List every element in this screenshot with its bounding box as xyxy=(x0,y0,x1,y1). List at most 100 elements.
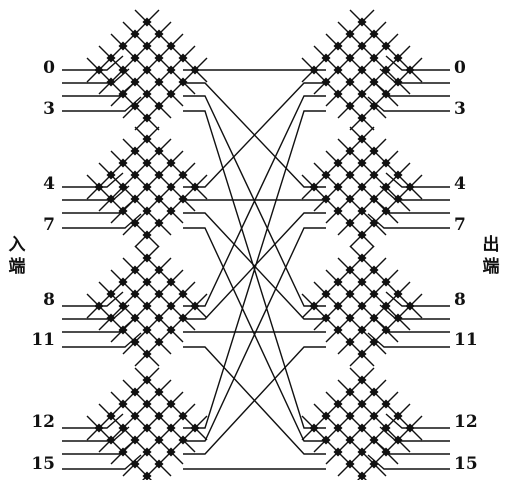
output-line xyxy=(367,454,450,470)
crosspoint-node xyxy=(381,89,391,99)
crosspoint-node xyxy=(142,277,152,287)
input-line xyxy=(62,291,124,307)
input-line xyxy=(62,426,130,442)
crosspoint-node xyxy=(154,194,164,204)
crosspoint-node xyxy=(178,194,188,204)
input-side-char-2: 端 xyxy=(9,256,26,277)
crosspoint-node xyxy=(94,182,104,192)
crosspoint-node xyxy=(142,301,152,311)
crosspoint-node xyxy=(130,337,140,347)
input-line xyxy=(62,185,130,201)
crosspoint-node xyxy=(190,301,200,311)
crosspoint-node xyxy=(106,194,116,204)
input-line xyxy=(62,454,142,470)
crosspoint-node xyxy=(369,101,379,111)
crosspoint-node xyxy=(166,89,176,99)
output-line xyxy=(385,291,450,307)
crosspoint-node xyxy=(309,65,319,75)
crosspoint-node xyxy=(393,77,403,87)
crosspoint-node xyxy=(357,253,367,263)
input-line xyxy=(62,304,130,320)
crosspoint-node xyxy=(154,146,164,156)
input-line xyxy=(62,68,130,84)
interstage-link xyxy=(183,110,326,429)
interstage-link xyxy=(183,95,326,307)
crosspoint-node xyxy=(130,194,140,204)
output-line xyxy=(379,68,450,84)
input-switch-1 xyxy=(86,126,208,248)
crosspoint-node xyxy=(142,89,152,99)
input-line xyxy=(62,172,124,188)
output-line xyxy=(385,413,450,429)
input-port-label: 12 xyxy=(31,412,55,432)
input-line xyxy=(62,55,124,71)
input-port-label: 15 xyxy=(31,454,55,474)
crosspoint-node xyxy=(142,471,152,480)
crosspoint-node xyxy=(154,218,164,228)
crosspoint-node xyxy=(142,158,152,168)
crosspoint-node xyxy=(130,77,140,87)
output-port-label: 3 xyxy=(454,99,466,119)
crosspoint-node xyxy=(405,65,415,75)
crosspoint-node xyxy=(142,349,152,359)
input-port-label: 8 xyxy=(43,290,55,310)
crosspoint-node xyxy=(154,313,164,323)
output-line xyxy=(385,55,450,71)
crosspoint-node xyxy=(154,459,164,469)
crosspoint-node xyxy=(130,170,140,180)
crosspoint-node xyxy=(142,447,152,457)
output-line xyxy=(367,213,450,229)
crosspoint-node xyxy=(142,65,152,75)
crosspoint-node xyxy=(142,325,152,335)
port-labels: 入 端 出 端 0 3 4 7 8 11 12 15 0 3 4 7 8 11 … xyxy=(9,58,500,474)
output-port-label: 11 xyxy=(454,330,478,350)
crosspoint-node xyxy=(166,182,176,192)
crosspoint-node xyxy=(142,375,152,385)
output-side-char-2: 端 xyxy=(483,256,500,277)
crosspoint-node xyxy=(130,313,140,323)
crosspoint-node xyxy=(345,101,355,111)
crosspoint-node xyxy=(154,29,164,39)
crosspoint-node xyxy=(154,77,164,87)
crosspoint-node xyxy=(142,399,152,409)
crosspoint-node xyxy=(130,101,140,111)
crosspoint-node xyxy=(130,387,140,397)
crosspoint-node xyxy=(166,447,176,457)
input-line xyxy=(62,413,124,429)
crosspoint-node xyxy=(142,134,152,144)
crosspoint-node xyxy=(154,170,164,180)
crosspoint-node xyxy=(333,65,343,75)
crosspoint-node xyxy=(166,277,176,287)
crosspoint-node xyxy=(154,101,164,111)
output-port-label: 8 xyxy=(454,290,466,310)
crosspoint-node xyxy=(190,423,200,433)
crosspoint-node xyxy=(118,65,128,75)
crosspoint-node xyxy=(118,158,128,168)
crosspoint-node xyxy=(154,337,164,347)
output-line xyxy=(385,172,450,188)
crosspoint-node xyxy=(178,170,188,180)
crosspoint-node xyxy=(333,89,343,99)
crosspoint-node xyxy=(142,206,152,216)
output-line xyxy=(367,96,450,112)
crosspoint-node xyxy=(154,411,164,421)
crosspoint-node xyxy=(166,399,176,409)
crosspoint-node xyxy=(154,53,164,63)
crosspoint-node xyxy=(142,182,152,192)
crosspoint-node xyxy=(130,265,140,275)
crosspoint-node xyxy=(166,423,176,433)
crosspoint-node xyxy=(178,53,188,63)
crosspoint-node xyxy=(142,41,152,51)
crosspoint-node xyxy=(154,435,164,445)
interstage-link xyxy=(183,212,326,320)
crosspoint-node xyxy=(118,89,128,99)
input-switch-2 xyxy=(86,245,208,367)
crosspoint-node xyxy=(178,77,188,87)
output-line xyxy=(379,185,450,201)
crosspoint-node xyxy=(106,170,116,180)
crosspoint-node xyxy=(130,146,140,156)
input-port-label: 11 xyxy=(31,330,55,350)
crosspoint-node xyxy=(130,29,140,39)
crosspoint-node xyxy=(166,301,176,311)
